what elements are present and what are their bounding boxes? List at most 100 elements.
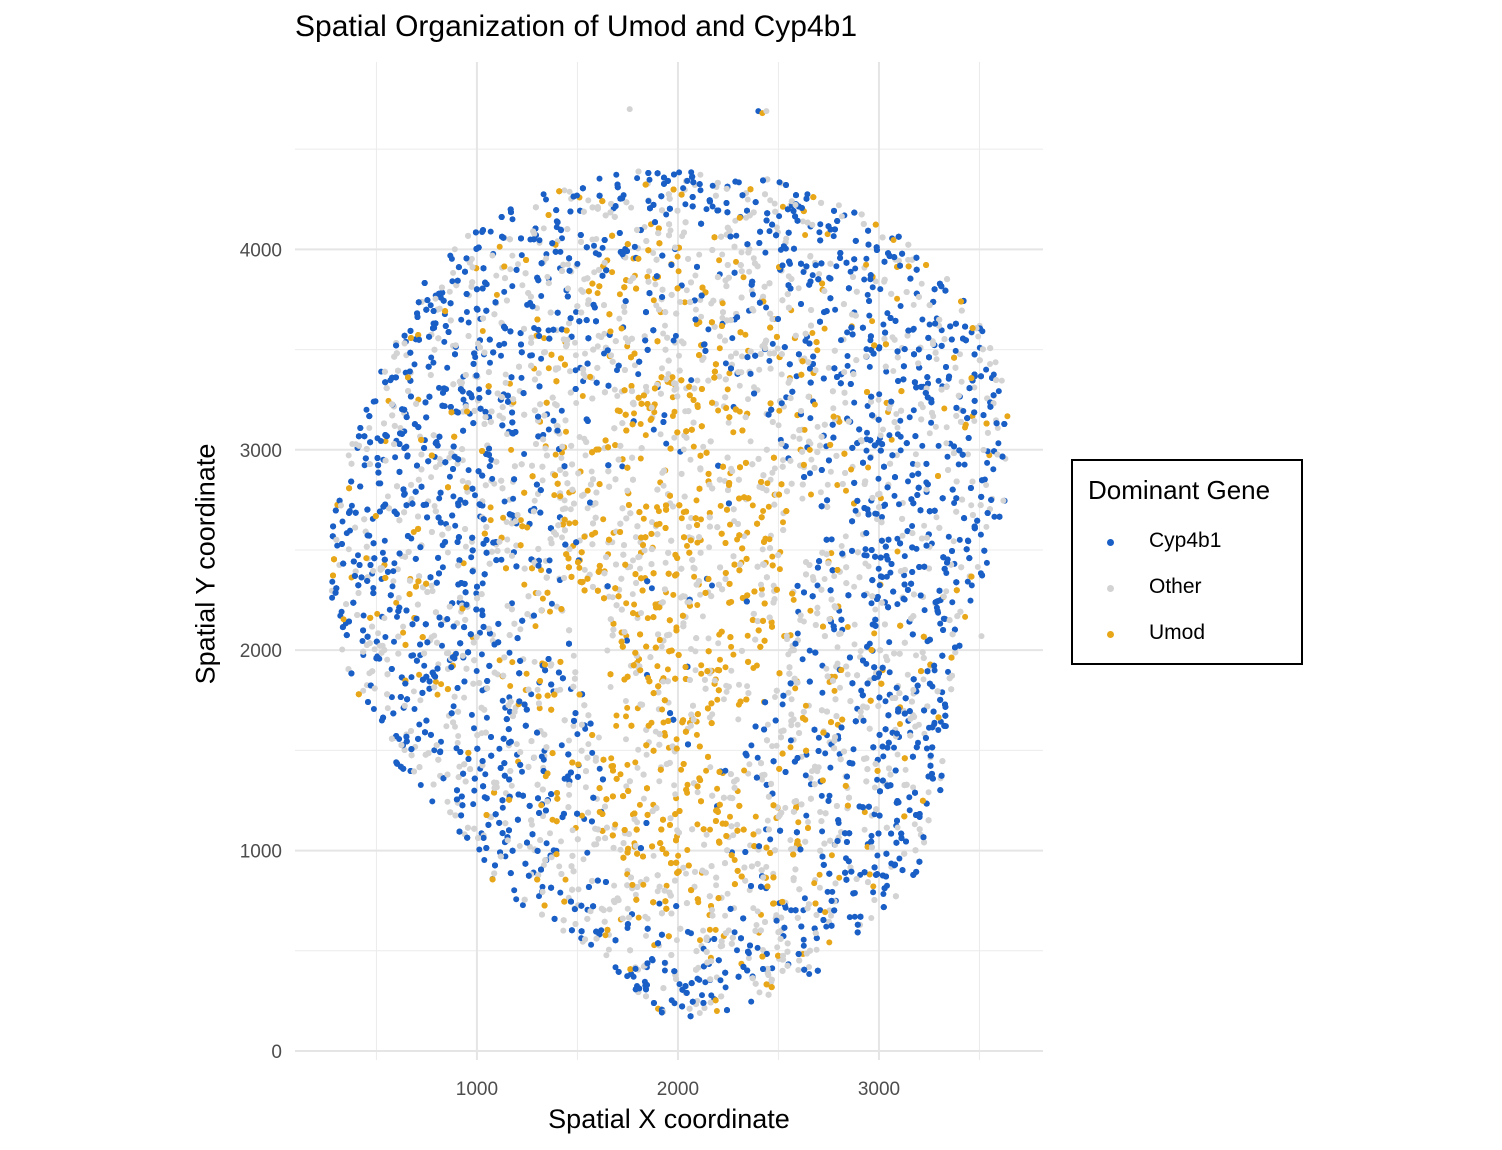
point-cyp4b1: [876, 582, 883, 589]
x-tick-label: 2000: [657, 1079, 699, 1100]
point-other: [390, 578, 397, 585]
point-umod: [509, 659, 516, 666]
point-other: [705, 635, 712, 642]
point-cyp4b1: [518, 252, 525, 259]
point-other: [567, 368, 573, 375]
point-other: [834, 644, 841, 651]
point-cyp4b1: [645, 198, 652, 204]
point-other: [566, 737, 572, 744]
point-umod: [697, 937, 703, 944]
point-other: [932, 423, 939, 430]
point-cyp4b1: [852, 265, 859, 272]
point-other: [395, 594, 402, 601]
point-other: [673, 937, 680, 944]
point-cyp4b1: [928, 419, 935, 426]
point-cyp4b1: [545, 327, 552, 334]
point-cyp4b1: [949, 599, 956, 606]
point-cyp4b1: [846, 914, 853, 921]
point-other: [570, 723, 577, 729]
point-other: [725, 419, 732, 426]
point-cyp4b1: [498, 556, 505, 563]
point-other: [694, 377, 701, 384]
point-other: [582, 784, 589, 791]
point-umod: [673, 736, 680, 743]
point-cyp4b1: [882, 698, 889, 705]
point-cyp4b1: [891, 492, 898, 499]
point-umod: [693, 731, 700, 738]
point-cyp4b1: [463, 309, 470, 315]
point-cyp4b1: [939, 689, 946, 696]
point-other: [462, 543, 469, 550]
point-other: [896, 257, 902, 264]
point-other: [795, 967, 802, 973]
point-cyp4b1: [897, 303, 904, 309]
point-other: [975, 333, 982, 340]
point-other: [943, 424, 950, 431]
point-other: [958, 378, 965, 385]
points: [328, 106, 1011, 1020]
point-umod: [487, 517, 494, 524]
point-other: [432, 295, 439, 302]
point-cyp4b1: [448, 255, 455, 262]
point-cyp4b1: [960, 408, 967, 414]
point-umod: [821, 325, 828, 332]
point-cyp4b1: [509, 283, 516, 290]
point-other: [540, 862, 547, 869]
point-other: [983, 523, 990, 530]
point-umod: [888, 436, 895, 443]
point-cyp4b1: [417, 782, 424, 788]
point-other: [687, 456, 694, 463]
point-other: [660, 482, 667, 489]
point-other: [539, 477, 546, 484]
point-cyp4b1: [436, 495, 443, 502]
point-other: [957, 351, 963, 358]
point-cyp4b1: [901, 572, 908, 579]
point-umod: [508, 446, 515, 453]
point-other: [581, 566, 588, 573]
point-other: [825, 364, 832, 371]
point-cyp4b1: [935, 377, 942, 384]
point-other: [745, 955, 752, 962]
point-cyp4b1: [995, 440, 1002, 447]
point-other: [862, 560, 869, 567]
point-cyp4b1: [864, 429, 870, 436]
point-cyp4b1: [807, 470, 813, 477]
point-umod: [624, 761, 631, 768]
point-other: [692, 667, 699, 674]
point-cyp4b1: [589, 749, 596, 756]
point-cyp4b1: [343, 530, 350, 537]
point-other: [558, 455, 565, 461]
point-other: [857, 648, 864, 655]
point-other: [544, 273, 551, 280]
point-other: [724, 890, 731, 897]
point-cyp4b1: [596, 765, 603, 772]
point-umod: [792, 685, 799, 692]
point-cyp4b1: [830, 233, 837, 240]
point-umod: [624, 704, 631, 711]
point-umod: [600, 516, 607, 523]
point-other: [611, 882, 618, 889]
point-other: [943, 440, 950, 447]
point-other: [502, 371, 509, 378]
point-cyp4b1: [646, 176, 653, 183]
point-other: [696, 251, 703, 258]
point-umod: [802, 702, 809, 709]
point-umod: [863, 261, 870, 268]
point-umod: [717, 656, 723, 663]
x-tick-label: 1000: [456, 1079, 498, 1100]
point-cyp4b1: [496, 745, 503, 752]
point-umod: [460, 560, 467, 567]
point-cyp4b1: [487, 359, 493, 366]
point-cyp4b1: [584, 849, 591, 856]
point-other: [933, 356, 940, 363]
point-cyp4b1: [832, 306, 839, 313]
point-other: [770, 582, 777, 589]
point-other: [817, 809, 824, 815]
point-other: [502, 790, 509, 797]
point-cyp4b1: [430, 359, 437, 366]
point-other: [787, 837, 794, 844]
point-other: [594, 343, 601, 350]
point-umod: [671, 408, 678, 415]
point-umod: [714, 696, 721, 703]
point-umod: [631, 601, 638, 608]
